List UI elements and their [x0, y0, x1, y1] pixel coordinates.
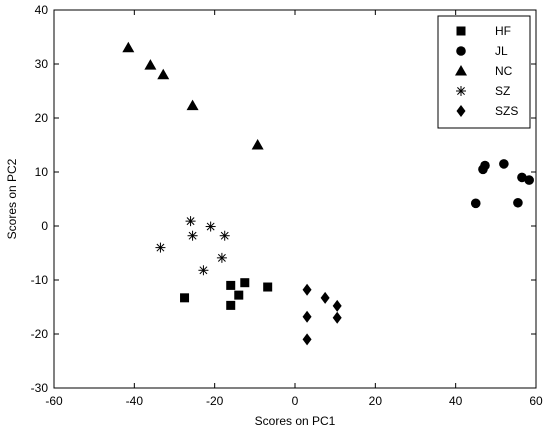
point-sz	[216, 252, 227, 263]
x-tick-label: 60	[529, 394, 543, 408]
point-szs	[302, 283, 312, 296]
point-szs	[302, 310, 312, 323]
x-tick-label: 40	[449, 394, 463, 408]
circle-marker-icon	[456, 46, 466, 56]
y-tick-label: -20	[31, 327, 49, 341]
data-points	[122, 41, 534, 346]
legend-item-sz: SZ	[456, 84, 510, 98]
legend-item-hf: HF	[456, 24, 511, 38]
axis-ticks	[53, 9, 537, 389]
axis-tick-labels: -60 -40 -20 0 20 40 60 -30 -20 -10 0 10 20 30 40	[31, 3, 543, 408]
y-tick-label: -10	[31, 273, 49, 287]
point-sz	[205, 221, 216, 232]
x-tick-label: 0	[292, 394, 299, 408]
triangle-marker-icon	[455, 65, 467, 76]
x-tick-label: -40	[126, 394, 144, 408]
asterisk-marker-icon	[456, 86, 466, 96]
legend-label: NC	[495, 64, 513, 78]
point-szs	[320, 291, 330, 304]
point-nc	[157, 68, 170, 80]
point-hf	[263, 282, 273, 292]
point-hf	[234, 290, 244, 300]
series-szs	[302, 283, 342, 346]
point-sz	[198, 265, 209, 276]
y-axis-label: Scores on PC2	[5, 158, 19, 239]
point-hf	[226, 300, 236, 310]
series-sz	[155, 216, 230, 276]
point-nc	[186, 99, 199, 111]
square-marker-icon	[456, 26, 466, 36]
point-hf	[226, 280, 236, 290]
point-jl	[524, 175, 534, 185]
legend-item-szs: SZS	[456, 104, 518, 118]
y-tick-label: 30	[35, 57, 49, 71]
y-tick-label: 10	[35, 165, 49, 179]
legend-box	[437, 15, 531, 129]
y-tick-label: 0	[41, 219, 48, 233]
point-jl	[480, 160, 490, 171]
series-nc	[122, 41, 264, 150]
point-sz	[185, 216, 196, 227]
point-nc	[251, 139, 264, 150]
point-nc	[144, 59, 157, 70]
point-jl	[499, 159, 509, 169]
y-tick-label: 40	[35, 3, 49, 17]
series-jl	[470, 159, 534, 209]
point-jl	[513, 197, 523, 208]
point-sz	[155, 242, 166, 253]
legend-label: SZ	[495, 84, 510, 98]
point-szs	[332, 311, 342, 324]
point-hf	[180, 293, 190, 303]
legend-item-nc: NC	[455, 64, 513, 78]
x-axis-label: Scores on PC1	[255, 414, 336, 428]
y-tick-label: -30	[31, 381, 49, 395]
point-jl	[470, 198, 481, 209]
legend-label: JL	[495, 44, 508, 58]
legend-label: SZS	[495, 104, 518, 118]
point-nc	[122, 41, 135, 53]
point-sz	[219, 230, 230, 241]
point-szs	[302, 333, 312, 346]
y-tick-label: 20	[35, 111, 49, 125]
point-jl	[517, 172, 527, 183]
point-sz	[187, 230, 198, 241]
x-tick-label: -60	[45, 394, 63, 408]
series-hf	[180, 278, 273, 310]
legend-item-jl: JL	[456, 44, 508, 58]
legend-label: HF	[495, 24, 511, 38]
x-tick-label: -20	[206, 394, 224, 408]
point-hf	[240, 278, 250, 288]
diamond-marker-icon	[456, 105, 466, 117]
point-szs	[332, 299, 342, 312]
x-tick-label: 20	[369, 394, 383, 408]
legend: HF JL NC SZ SZS	[437, 15, 531, 129]
